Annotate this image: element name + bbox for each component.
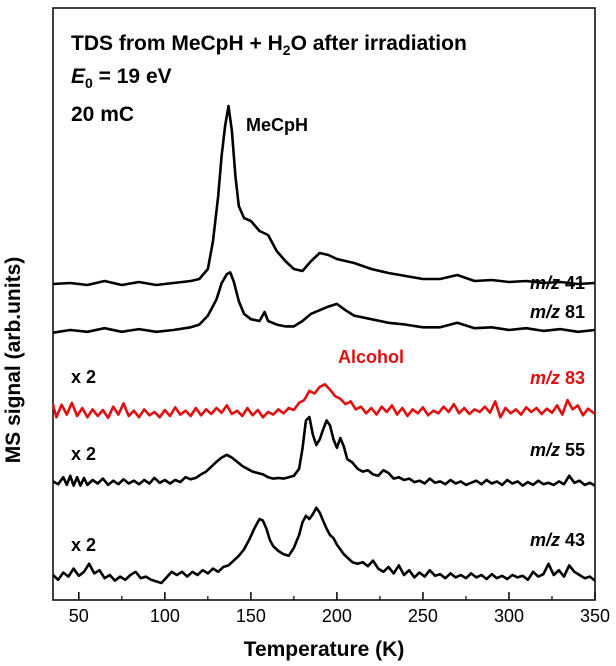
series-line-mz43 xyxy=(52,506,596,585)
series-label-mz83: m/z 83 xyxy=(530,368,585,388)
x-tick-label-350: 350 xyxy=(580,606,610,626)
chart-title-line3: 20 mC xyxy=(71,103,134,126)
series-label-mz55: m/z 55 xyxy=(530,440,585,460)
x-tick-label-300: 300 xyxy=(494,606,524,626)
series-line-mz55 xyxy=(52,415,596,487)
series-line-mz41 xyxy=(52,104,596,287)
multiplier-label-mz43: x 2 xyxy=(71,535,96,555)
chart-title-line1: TDS from MeCpH + H2O after irradiation xyxy=(71,32,467,58)
multiplier-label-mz55: x 2 xyxy=(71,444,96,464)
multiplier-label-mz83: x 2 xyxy=(71,367,96,387)
series-label-mz81: m/z 81 xyxy=(530,302,585,322)
trace-group: m/z 41 m/z 81 m/z 83 x 2 m/z 55 x 2 m/z 43 x 2 xyxy=(51,104,596,585)
annotation-mecph: MeCpH xyxy=(246,115,308,135)
series-line-mz81 xyxy=(52,271,596,334)
series-label-mz43: m/z 43 xyxy=(530,530,585,550)
x-tick-label-50: 50 xyxy=(69,606,89,626)
x-tick-label-250: 250 xyxy=(408,606,438,626)
annotation-alcohol: Alcohol xyxy=(338,347,404,367)
series-line-mz83 xyxy=(51,382,596,420)
x-tick-label-200: 200 xyxy=(322,606,352,626)
series-label-mz41: m/z 41 xyxy=(530,273,585,293)
plot-frame xyxy=(52,7,596,601)
y-axis-label: MS signal (arb.units) xyxy=(2,257,25,464)
x-tick-group: 50 100 150 200 250 300 350 xyxy=(69,592,610,626)
x-tick-label-100: 100 xyxy=(150,606,180,626)
x-axis-label: Temperature (K) xyxy=(244,638,405,661)
chart-title-line2: E0 = 19 eV xyxy=(71,65,172,91)
x-tick-label-150: 150 xyxy=(236,606,266,626)
